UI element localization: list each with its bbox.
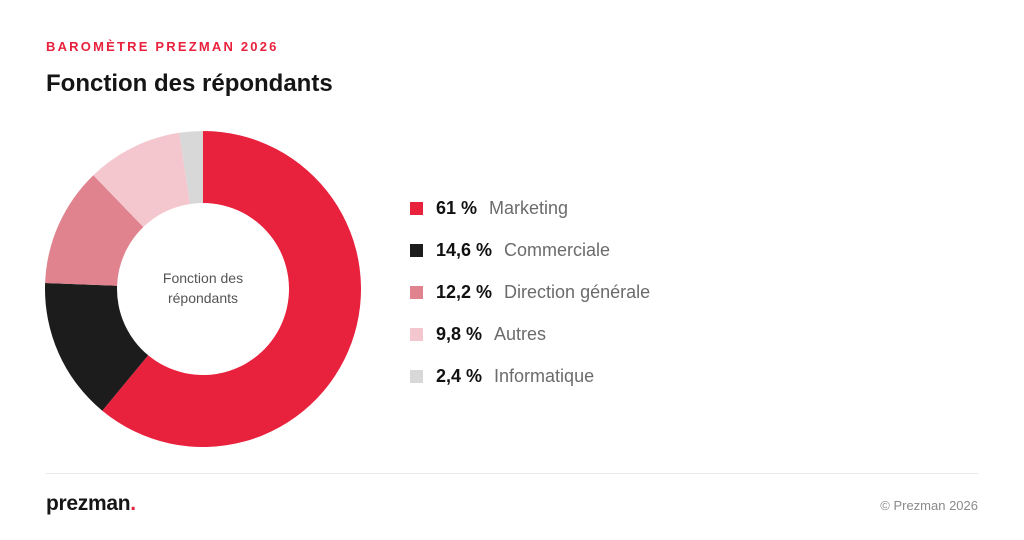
chart-legend: 61 % Marketing 14,6 % Commerciale 12,2 % Dire… (410, 187, 650, 397)
legend-label: Direction générale (504, 281, 651, 302)
legend-item: 12,2 % Direction générale (410, 271, 650, 313)
copyright-text: © Prezman 2026 (880, 498, 978, 513)
donut-slice-commerciale (44, 283, 149, 411)
footer-divider (46, 473, 978, 474)
legend-swatch (410, 369, 423, 383)
donut-slice-marketing (102, 131, 361, 447)
legend-label: Marketing (489, 197, 569, 218)
donut-slice-autres (93, 132, 191, 228)
legend-value: 9,8 % (436, 323, 483, 344)
legend-value: 12,2 % (436, 281, 493, 302)
legend-swatch (410, 201, 423, 215)
legend-item: 9,8 % Autres (410, 313, 650, 355)
legend-swatch (410, 327, 423, 341)
legend-swatch (410, 243, 423, 257)
donut-slice-informatique (179, 131, 203, 204)
brand-logo: prezman. (46, 492, 136, 515)
donut-slice-direction-g-n-rale (45, 175, 144, 286)
donut-center-label-line-2: répondants (168, 290, 238, 306)
legend-item: 61 % Marketing (410, 187, 650, 229)
legend-label: Informatique (494, 365, 595, 386)
legend-swatch (410, 285, 423, 299)
legend-label: Autres (494, 323, 547, 344)
legend-value: 61 % (436, 197, 478, 218)
legend-item: 2,4 % Informatique (410, 355, 650, 397)
legend-value: 2,4 % (436, 365, 483, 386)
legend-value: 14,6 % (436, 239, 493, 260)
page-title: Fonction des répondants (46, 70, 333, 97)
report-kicker: BAROMÈTRE PREZMAN 2026 (46, 39, 279, 54)
legend-label: Commerciale (504, 239, 611, 260)
legend-item: 14,6 % Commerciale (410, 229, 650, 271)
donut-center-label-line-1: Fonction des (163, 270, 243, 286)
